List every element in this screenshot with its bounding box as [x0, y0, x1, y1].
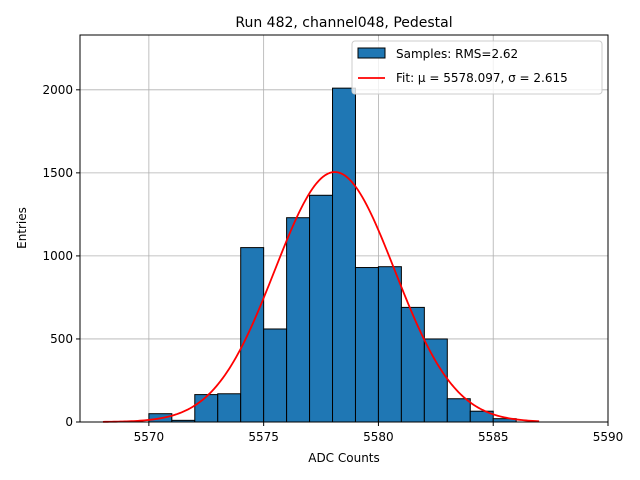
histogram-bars [148, 87, 517, 423]
x-tick-label: 5590 [593, 430, 624, 444]
histogram-bar [354, 267, 379, 423]
fit-curve [102, 171, 540, 423]
axis-ticks: 5570 5575 5580 5585 5590 0 500 1000 1500 2000 [42, 83, 623, 444]
legend-label-fit: Fit: μ = 5578.097, σ = 2.615 [396, 71, 568, 85]
x-tick-label: 5570 [134, 430, 165, 444]
y-tick-label: 1500 [42, 166, 73, 180]
legend: Samples: RMS=2.62 Fit: μ = 5578.097, σ =… [351, 40, 603, 95]
y-tick-label: 1000 [42, 249, 73, 263]
histogram-bar [377, 266, 402, 423]
histogram-bar [423, 338, 448, 423]
y-axis-label: Entries [15, 207, 29, 249]
histogram-bar [217, 393, 242, 423]
fit-curve-layer [102, 171, 540, 423]
y-tick-label: 500 [50, 332, 73, 346]
histogram-bar [194, 394, 219, 423]
legend-box [351, 40, 603, 95]
histogram-bar [446, 398, 471, 423]
histogram-bar [309, 194, 334, 423]
x-tick-label: 5575 [248, 430, 279, 444]
histogram-bar [332, 87, 356, 423]
y-tick-label: 0 [65, 415, 73, 429]
legend-swatch-samples [357, 47, 386, 59]
histogram-bar [286, 217, 311, 423]
x-axis-label: ADC Counts [308, 451, 380, 465]
histogram-bar [400, 306, 425, 423]
histogram-bar [240, 247, 265, 423]
x-tick-label: 5580 [363, 430, 394, 444]
plot-frame [79, 34, 609, 423]
legend-label-samples: Samples: RMS=2.62 [396, 47, 518, 61]
x-tick-label: 5585 [478, 430, 509, 444]
histogram-bar [263, 328, 288, 423]
chart-title: Run 482, channel048, Pedestal [235, 15, 452, 31]
y-tick-label: 2000 [42, 83, 73, 97]
